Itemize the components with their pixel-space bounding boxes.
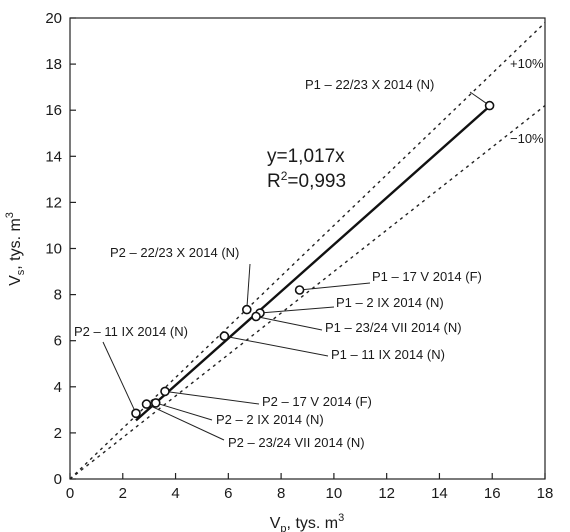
x-tick-label: 14: [431, 485, 448, 502]
x-tick-label: 2: [119, 485, 127, 502]
y-tick-label: 20: [45, 10, 62, 27]
data-point: [294, 285, 305, 295]
point-label: P2 – 22/23 X 2014 (N): [110, 245, 239, 260]
y-tick-label: 16: [45, 102, 62, 119]
data-point: [251, 311, 261, 322]
plus-10-percent-line: [70, 22, 545, 479]
tolerance-lines: [70, 22, 545, 479]
data-point: [131, 408, 141, 419]
leader-line: [246, 263, 251, 310]
data-point: [242, 304, 252, 315]
leader-line: [102, 341, 137, 414]
y-tick-label: 14: [45, 148, 62, 165]
y-tick-label: 12: [45, 194, 62, 211]
y-tick-label: 10: [45, 241, 62, 258]
r-squared-label: R2=0,993: [267, 169, 346, 192]
point-label: P2 – 2 IX 2014 (N): [216, 412, 324, 427]
x-tick-label: 12: [378, 485, 395, 502]
point-label: P1 – 22/23 X 2014 (N): [305, 77, 434, 92]
y-tick-label: 4: [54, 379, 62, 396]
leader-line: [259, 306, 335, 314]
data-point: [484, 100, 495, 111]
point-label: P2 – 11 IX 2014 (N): [74, 324, 188, 339]
x-tick-label: 4: [171, 485, 179, 502]
regression-equation: y=1,017x: [267, 146, 345, 167]
leader-line: [255, 316, 323, 331]
data-point: [219, 331, 230, 341]
point-label: P1 – 17 V 2014 (F): [372, 269, 482, 284]
x-tick-label: 0: [66, 485, 74, 502]
y-tick-label: 18: [45, 56, 62, 73]
point-label: P2 – 23/24 VII 2014 (N): [228, 435, 365, 450]
y-tick-label: 0: [54, 471, 62, 488]
point-labels: +10% −10% P1 – 22/23 X 2014 (N) P1 – 17 V 2…: [74, 56, 544, 450]
point-label: P2 – 17 V 2014 (F): [262, 394, 372, 409]
y-axis-label: Vs, tys. m3: [4, 212, 27, 286]
axis-ticks: 0 2 4 6 8 10 12 14 16 18 0 2 4 6 8 10 12 14 16 18 20: [45, 10, 553, 502]
x-tick-label: 16: [484, 485, 501, 502]
data-point: [160, 386, 170, 397]
y-tick-label: 6: [54, 333, 62, 350]
leader-line: [164, 390, 260, 405]
minus-10-percent-line: [70, 105, 545, 479]
regression-line: [135, 105, 491, 422]
data-point: [150, 398, 161, 408]
leader-line: [224, 335, 329, 357]
x-axis-label: Vp, tys. m3: [270, 512, 344, 532]
x-tick-label: 8: [277, 485, 285, 502]
leader-line: [146, 403, 225, 441]
plus-10-percent-label: +10%: [510, 56, 544, 71]
point-label: P1 – 23/24 VII 2014 (N): [325, 320, 462, 335]
data-points: [131, 100, 495, 419]
y-tick-label: 2: [54, 425, 62, 442]
point-label: P1 – 11 IX 2014 (N): [331, 347, 445, 362]
minus-10-percent-label: −10%: [510, 131, 544, 146]
leader-lines: [102, 91, 490, 441]
leader-line: [299, 282, 371, 291]
y-tick-label: 8: [54, 287, 62, 304]
x-tick-label: 10: [326, 485, 343, 502]
leader-line: [155, 402, 213, 421]
regression-layer: [135, 105, 491, 422]
x-tick-label: 18: [537, 485, 554, 502]
data-point: [141, 399, 152, 409]
point-label: P1 – 2 IX 2014 (N): [336, 295, 444, 310]
x-tick-label: 6: [224, 485, 232, 502]
